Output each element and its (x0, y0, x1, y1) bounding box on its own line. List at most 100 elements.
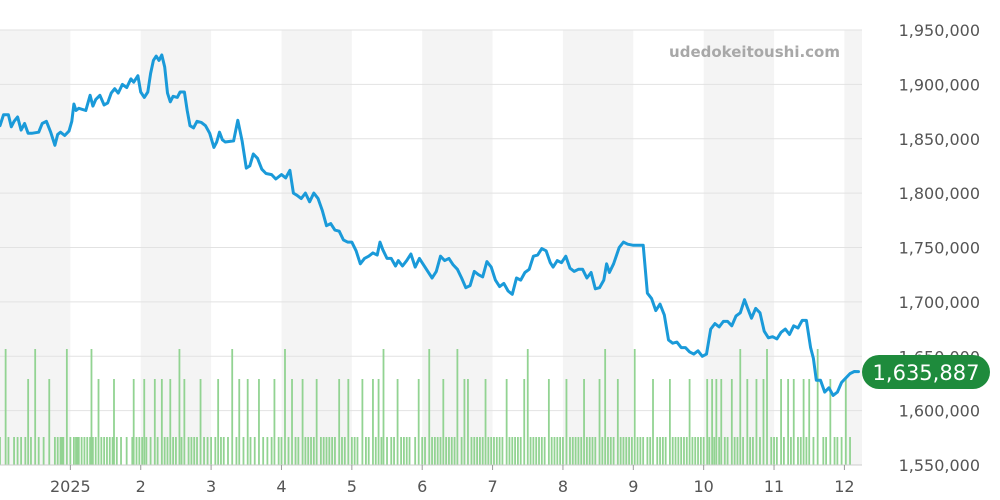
volume-bar (508, 437, 511, 465)
volume-bar (730, 379, 733, 465)
volume-bar (141, 437, 144, 465)
volume-bar (153, 379, 156, 465)
volume-bar (160, 379, 163, 465)
volume-bar (543, 437, 546, 465)
y-tick-label: 1,900,000 (899, 75, 980, 94)
volume-bar (69, 437, 72, 465)
volume-bar (328, 437, 331, 465)
volume-bar (484, 379, 487, 465)
volume-bar (619, 437, 622, 465)
volume-bar (517, 437, 519, 465)
volume-bar (490, 437, 493, 465)
volume-bar (674, 437, 677, 465)
volume-bar (849, 437, 851, 465)
y-tick-label: 1,750,000 (899, 239, 980, 258)
volume-bar (630, 437, 633, 465)
volume-bar (633, 349, 636, 465)
volume-bar (445, 437, 448, 465)
volume-bar (439, 437, 442, 465)
x-tick-label: 11 (764, 477, 784, 496)
volume-bar (540, 437, 543, 465)
volume-bar (661, 437, 664, 465)
volume-bar (175, 437, 177, 465)
volume-bar (649, 437, 652, 465)
volume-bar (816, 349, 819, 465)
volume-bar (16, 437, 19, 465)
volume-bar (833, 437, 836, 465)
volume-bar (156, 437, 159, 465)
volume-bar (196, 437, 198, 465)
volume-bar (720, 379, 723, 465)
volume-bar (699, 437, 702, 465)
volume-bar (4, 349, 7, 465)
volume-bar (473, 437, 476, 465)
volume-bar (639, 437, 642, 465)
volume-bar (172, 437, 175, 465)
volume-bar (56, 437, 59, 465)
x-tick-label: 2025 (50, 477, 91, 496)
volume-bar (656, 437, 659, 465)
volume-bar (706, 379, 709, 465)
last-value-label: 1,635,887 (873, 361, 980, 385)
volume-bar (138, 437, 141, 465)
volume-bar (65, 349, 68, 465)
volume-bar (372, 379, 374, 465)
volume-bar (59, 437, 62, 465)
volume-bar (511, 437, 514, 465)
volume-bar (733, 437, 736, 465)
volume-bar (166, 437, 169, 465)
volume-bar (622, 437, 625, 465)
volume-bar (301, 379, 304, 465)
volume-bar (178, 349, 181, 465)
volume-bar (135, 437, 138, 465)
volume-bar (94, 437, 97, 465)
volume-bar (532, 437, 535, 465)
volume-bar (840, 437, 843, 465)
volume-bar (755, 379, 758, 465)
volume-bar (498, 437, 501, 465)
volume-bar (34, 349, 37, 465)
volume-bar (431, 437, 433, 465)
volume-bar (792, 379, 795, 465)
volume-bar (829, 379, 832, 465)
y-axis: 1,950,000 1,900,000 1,850,000 1,800,000 1,75… (899, 21, 980, 475)
volume-bar (145, 437, 148, 465)
volume-bar (697, 437, 699, 465)
volume-bar (470, 437, 473, 465)
volume-bar (671, 437, 674, 465)
volume-bar (460, 437, 463, 465)
volume-bar (556, 437, 559, 465)
x-tick-label: 8 (558, 477, 568, 496)
volume-bar (287, 437, 290, 465)
volume-bar (77, 437, 80, 465)
price-line (0, 53, 860, 397)
volume-bar (616, 379, 619, 465)
volume-bar (13, 437, 15, 465)
volume-bar (580, 437, 583, 465)
volume-bar (636, 437, 639, 465)
volume-bar (702, 437, 705, 465)
volume-bar (111, 437, 114, 465)
volume-bar (374, 437, 377, 465)
volume-bar (424, 437, 426, 465)
volume-bar (571, 437, 574, 465)
volume-bar (315, 379, 318, 465)
volume-bar (361, 379, 364, 465)
volume-bar (280, 437, 283, 465)
volume-bar (249, 437, 252, 465)
volume-bar (341, 437, 343, 465)
volume-bar (759, 437, 761, 465)
volume-bar (577, 437, 580, 465)
volume-bar (625, 437, 628, 465)
volume-bar (80, 437, 83, 465)
volume-bar (149, 437, 152, 465)
volume-bar (42, 437, 45, 465)
volume-bar (390, 437, 393, 465)
volume-bar (680, 437, 683, 465)
last-value-badge-bg (862, 355, 990, 389)
volume-bar (235, 437, 238, 465)
y-tick-label: 1,550,000 (899, 456, 980, 475)
volume-bar (780, 379, 782, 465)
volume-bar (253, 437, 256, 465)
